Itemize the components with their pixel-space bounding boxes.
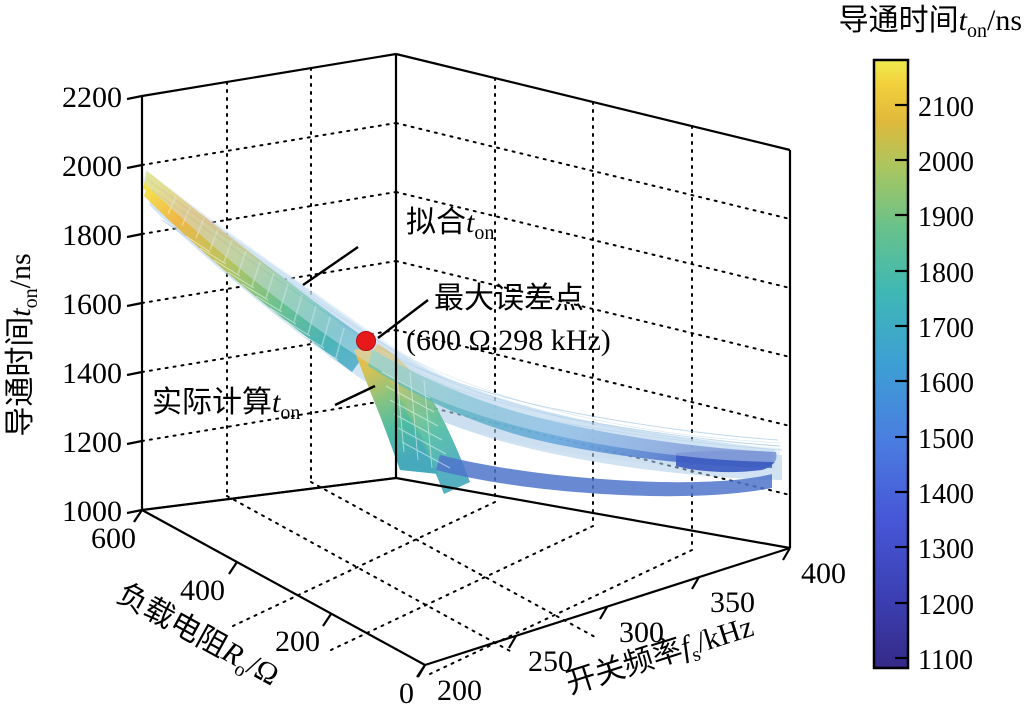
max-error-label-leader [377, 299, 429, 339]
annotation-layer: 拟合ton 最大误差点 (600 Ω,298 kHz) 实际计算ton [152, 206, 611, 424]
z-title-sub: on [20, 288, 42, 308]
x-tick-400: 400 [180, 574, 225, 607]
colorbar-ticks [895, 103, 908, 660]
colorbar: 导通时间ton/ns 2100 2000 1900 1800 1700 1600… [839, 4, 1022, 676]
cb-tick-1500: 1500 [918, 424, 974, 455]
x-tick-600: 600 [91, 522, 136, 555]
x-tick-200: 200 [275, 625, 320, 658]
z-title-var: t [4, 308, 37, 317]
z-tick-1600: 1600 [62, 288, 122, 321]
cb-tick-1200: 1200 [918, 590, 974, 621]
y-axis-line [424, 546, 791, 667]
fitted-surface-overlay [143, 170, 781, 462]
y-tick-400: 400 [801, 557, 846, 590]
svg-text:导通时间ton/ns: 导通时间ton/ns [4, 253, 42, 436]
z-title-main: 导通时间 [4, 317, 37, 437]
fitted-label-leader [302, 246, 359, 286]
x-axis-line [141, 509, 426, 666]
y-tick-350: 350 [710, 586, 755, 619]
z-tick-1200: 1200 [62, 426, 122, 459]
max-error-point-label: 最大误差点 [434, 282, 584, 315]
z-tick-1000: 1000 [62, 495, 122, 528]
z-tick-1800: 1800 [62, 219, 122, 252]
x-axis-ticks: 600 400 200 0 [91, 509, 426, 710]
cb-tick-2100: 2100 [918, 92, 974, 123]
y-tick-200: 200 [437, 674, 482, 707]
actual-label-leader [334, 384, 376, 407]
x-tick-0: 0 [399, 677, 414, 710]
cb-tick-1700: 1700 [918, 313, 974, 344]
y-title-unit: /kHz [692, 610, 758, 659]
colorbar-title: 导通时间ton/ns [839, 4, 1022, 42]
z-title-unit: /ns [4, 253, 37, 288]
y-tick-300: 300 [619, 616, 664, 649]
z-tick-2000: 2000 [62, 150, 122, 183]
cb-tick-1800: 1800 [918, 258, 974, 289]
cb-tick-1400: 1400 [918, 479, 974, 510]
plot-box-back-panels [141, 67, 791, 675]
cb-tick-2000: 2000 [918, 147, 974, 178]
max-error-point-marker [356, 331, 376, 351]
z-tick-2200: 2200 [62, 81, 122, 114]
z-tick-1400: 1400 [62, 357, 122, 390]
cb-tick-1900: 1900 [918, 202, 974, 233]
colorbar-gradient [872, 58, 910, 670]
actual-surface-label: 实际计算ton [152, 386, 300, 424]
max-error-point-coords: (600 Ω,298 kHz) [406, 324, 611, 357]
y-axis-ticks: 200 250 300 350 400 [417, 547, 846, 707]
cb-tick-1300: 1300 [918, 534, 974, 565]
z-axis-title: 导通时间ton/ns [4, 253, 42, 436]
fitted-surface-label: 拟合ton [406, 206, 494, 244]
cb-tick-1100: 1100 [918, 645, 973, 676]
y-tick-250: 250 [528, 645, 573, 678]
cb-tick-1600: 1600 [918, 368, 974, 399]
z-axis-ticks: 1000 1200 1400 1600 1800 2000 2200 [62, 81, 143, 528]
